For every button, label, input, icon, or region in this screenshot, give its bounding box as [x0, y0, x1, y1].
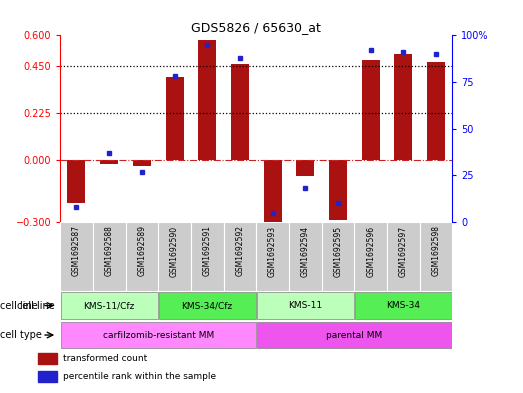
Bar — [256, 222, 289, 291]
Text: GSM1692591: GSM1692591 — [203, 226, 212, 277]
Bar — [224, 222, 256, 291]
Title: GDS5826 / 65630_at: GDS5826 / 65630_at — [191, 21, 321, 34]
Text: GSM1692594: GSM1692594 — [301, 226, 310, 277]
Bar — [166, 77, 184, 160]
Text: GSM1692587: GSM1692587 — [72, 226, 81, 277]
Bar — [289, 222, 322, 291]
Text: KMS-11/Cfz: KMS-11/Cfz — [84, 301, 135, 310]
Bar — [355, 292, 452, 319]
Bar — [394, 54, 412, 160]
Bar — [257, 322, 452, 348]
Text: GSM1692593: GSM1692593 — [268, 226, 277, 277]
Text: GSM1692589: GSM1692589 — [138, 226, 146, 277]
Bar — [38, 353, 57, 364]
Text: KMS-11: KMS-11 — [288, 301, 322, 310]
Bar — [419, 222, 452, 291]
Text: GSM1692595: GSM1692595 — [334, 226, 343, 277]
Bar — [322, 222, 355, 291]
Text: GSM1692592: GSM1692592 — [235, 226, 244, 277]
Bar — [93, 222, 126, 291]
Text: KMS-34: KMS-34 — [386, 301, 420, 310]
Bar — [61, 322, 256, 348]
Bar — [67, 160, 85, 204]
Text: GSM1692596: GSM1692596 — [366, 226, 375, 277]
Bar — [362, 60, 380, 160]
Text: parental MM: parental MM — [326, 331, 382, 340]
Bar — [159, 292, 256, 319]
Text: cell line: cell line — [17, 301, 55, 310]
Text: GSM1692598: GSM1692598 — [431, 226, 440, 277]
Bar — [61, 292, 157, 319]
Text: KMS-34/Cfz: KMS-34/Cfz — [181, 301, 233, 310]
Text: GSM1692597: GSM1692597 — [399, 226, 408, 277]
Bar — [355, 222, 387, 291]
Bar — [427, 62, 445, 160]
Bar — [231, 64, 249, 160]
Bar — [264, 160, 281, 226]
Bar — [297, 160, 314, 176]
Text: cell line: cell line — [0, 301, 38, 310]
Bar — [198, 40, 216, 160]
Bar — [133, 160, 151, 166]
Bar — [100, 160, 118, 164]
Text: cell type: cell type — [0, 330, 42, 340]
Text: transformed count: transformed count — [63, 354, 147, 363]
Bar — [158, 222, 191, 291]
Text: carfilzomib-resistant MM: carfilzomib-resistant MM — [103, 331, 214, 340]
Bar — [60, 222, 93, 291]
Bar — [257, 292, 354, 319]
Bar — [38, 371, 57, 382]
Bar — [191, 222, 224, 291]
Text: GSM1692590: GSM1692590 — [170, 226, 179, 277]
Bar — [329, 160, 347, 220]
Text: GSM1692588: GSM1692588 — [105, 226, 113, 276]
Bar — [387, 222, 419, 291]
Bar — [126, 222, 158, 291]
Text: percentile rank within the sample: percentile rank within the sample — [63, 372, 217, 381]
